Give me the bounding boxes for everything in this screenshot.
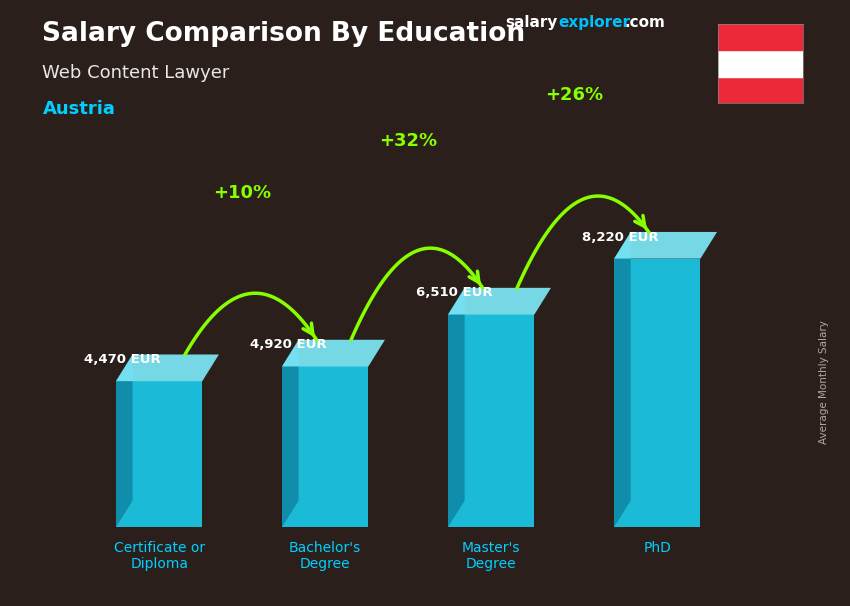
Polygon shape bbox=[614, 232, 631, 527]
Polygon shape bbox=[282, 340, 298, 527]
Bar bbox=[718, 50, 803, 77]
Bar bbox=[718, 77, 803, 103]
Text: 6,510 EUR: 6,510 EUR bbox=[416, 287, 493, 299]
Text: explorer: explorer bbox=[558, 15, 631, 30]
Text: Web Content Lawyer: Web Content Lawyer bbox=[42, 64, 230, 82]
Polygon shape bbox=[448, 288, 465, 527]
Text: Austria: Austria bbox=[42, 100, 116, 118]
Text: salary: salary bbox=[506, 15, 558, 30]
Text: +10%: +10% bbox=[213, 184, 271, 202]
Text: Salary Comparison By Education: Salary Comparison By Education bbox=[42, 21, 525, 47]
Text: 4,470 EUR: 4,470 EUR bbox=[84, 353, 161, 366]
Text: 8,220 EUR: 8,220 EUR bbox=[582, 231, 659, 244]
Text: Average Monthly Salary: Average Monthly Salary bbox=[819, 320, 829, 444]
Polygon shape bbox=[448, 288, 551, 315]
Text: 4,920 EUR: 4,920 EUR bbox=[251, 339, 327, 351]
Polygon shape bbox=[116, 355, 219, 381]
Polygon shape bbox=[282, 367, 368, 527]
Text: +26%: +26% bbox=[546, 86, 604, 104]
Text: +32%: +32% bbox=[379, 132, 438, 150]
Polygon shape bbox=[448, 315, 535, 527]
Polygon shape bbox=[116, 355, 133, 527]
Bar bbox=[718, 24, 803, 50]
Polygon shape bbox=[282, 340, 385, 367]
Polygon shape bbox=[116, 381, 202, 527]
Text: .com: .com bbox=[625, 15, 666, 30]
Polygon shape bbox=[614, 259, 700, 527]
Polygon shape bbox=[614, 232, 717, 259]
